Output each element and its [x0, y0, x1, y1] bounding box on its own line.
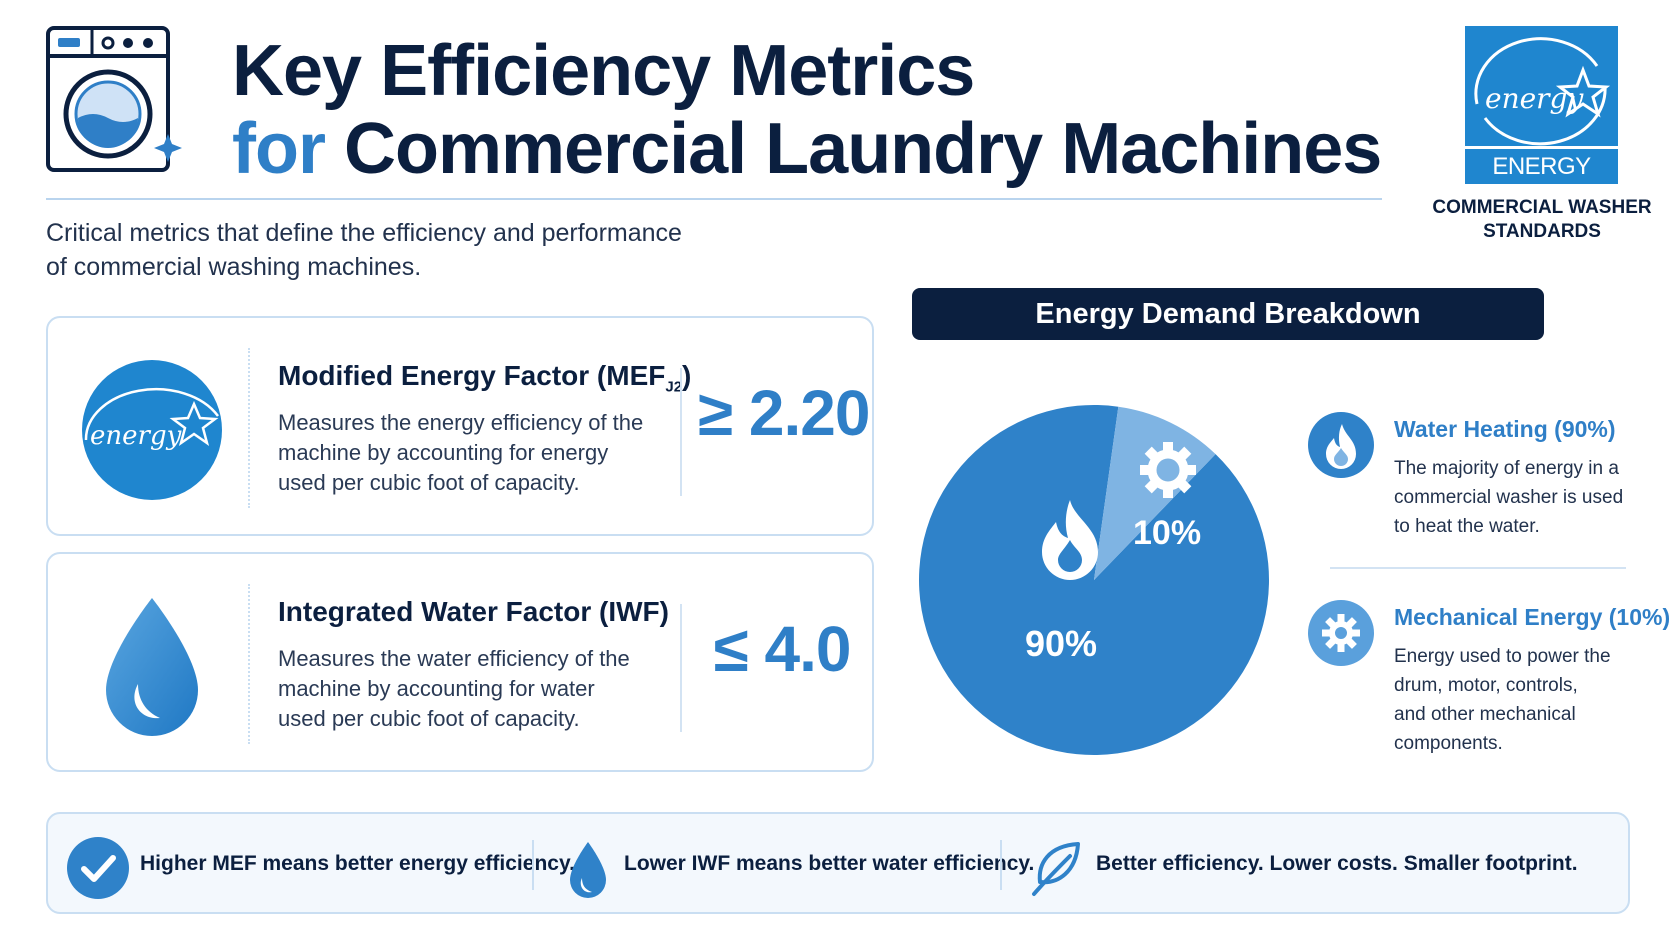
legend-description: The majority of energy in a commercial w… [1394, 454, 1656, 541]
desc-line: used per cubic foot of capacity. [278, 470, 580, 495]
title-line-2-rest: Commercial Laundry Machines [344, 109, 1382, 189]
legend-divider [1330, 567, 1626, 569]
metric-name-close: ) [682, 360, 692, 391]
metric-name-subscript: J2 [665, 378, 683, 396]
legend-title: Water Heating (90%) [1394, 416, 1616, 442]
legend-title: Mechanical Energy (10%) [1394, 604, 1671, 630]
metric-card-mef: energy Modified Energy Factor (MEFJ2) Me… [46, 316, 874, 536]
page-title: Key Efficiency Metrics for Commercial La… [232, 31, 1382, 189]
title-divider [46, 198, 1382, 200]
metric-name: Modified Energy Factor (MEFJ2) [278, 360, 691, 396]
tip-summary: Better efficiency. Lower costs. Smaller … [1096, 852, 1578, 875]
title-line-2: for Commercial Laundry Machines [232, 109, 1382, 189]
tip-water: Lower IWF means better water efficiency. [624, 852, 1035, 875]
energy-star-icon: energy [82, 360, 222, 500]
washing-machine-icon [46, 26, 182, 172]
metric-description: Measures the water efficiency of the mac… [278, 644, 678, 734]
subtitle-line-1: Critical metrics that define the efficie… [46, 219, 682, 247]
desc-line: Measures the water efficiency of the [278, 646, 630, 671]
desc-line: Energy used to power the [1394, 646, 1611, 667]
breakdown-header: Energy Demand Breakdown [912, 288, 1544, 340]
pie-label-mechanical: 10% [1133, 514, 1201, 552]
card-divider [248, 584, 250, 744]
desc-line: and other mechanical [1394, 704, 1576, 725]
desc-line: The majority of energy in a [1394, 458, 1619, 479]
value-divider [680, 368, 682, 496]
page-subtitle: Critical metrics that define the efficie… [46, 216, 746, 284]
desc-line: commercial washer is used [1394, 487, 1624, 508]
checkmark-icon [67, 837, 129, 899]
metric-name-text: Modified Energy Factor (MEF [278, 360, 666, 391]
energy-star-caption: COMMERCIAL WASHER STANDARDS [1420, 196, 1664, 244]
desc-line: drum, motor, controls, [1394, 675, 1578, 696]
tips-bar: Higher MEF means better energy efficienc… [46, 812, 1630, 914]
title-accent-word: for [232, 109, 326, 189]
caption-line-1: COMMERCIAL WASHER [1432, 197, 1652, 218]
desc-line: to heat the water. [1394, 516, 1540, 537]
energy-pie-chart: 90% 10% [919, 405, 1269, 755]
leaf-icon [1032, 842, 1080, 896]
desc-line: machine by accounting for energy [278, 440, 609, 465]
tip-divider [1000, 840, 1002, 890]
title-line-1: Key Efficiency Metrics [232, 31, 975, 111]
value-divider [680, 604, 682, 732]
metric-description: Measures the energy efficiency of the ma… [278, 408, 678, 498]
energy-star-script-icon: energy [1474, 37, 1611, 146]
gear-icon [1308, 600, 1374, 666]
desc-line: components. [1394, 733, 1503, 754]
desc-line: machine by accounting for water [278, 676, 595, 701]
gear-icon [1140, 442, 1196, 498]
metric-value: ≤ 4.0 [713, 613, 852, 685]
metric-card-iwf: Integrated Water Factor (IWF) Measures t… [46, 552, 874, 772]
water-drop-icon [106, 598, 198, 736]
tip-energy: Higher MEF means better energy efficienc… [140, 852, 575, 875]
desc-line: used per cubic foot of capacity. [278, 706, 580, 731]
energy-star-logo: energy ENERGY STAR [1465, 26, 1618, 216]
pie-label-water-heating: 90% [1025, 623, 1097, 664]
subtitle-line-2: of commercial washing machines. [46, 253, 422, 281]
svg-text:energy: energy [90, 421, 182, 451]
water-drop-icon [570, 842, 606, 898]
desc-line: Measures the energy efficiency of the [278, 410, 644, 435]
card-divider [248, 348, 250, 508]
flame-icon [1308, 412, 1374, 478]
metric-value: ≥ 2.20 [698, 377, 870, 449]
energy-star-label: ENERGY STAR [1465, 146, 1618, 216]
metric-name: Integrated Water Factor (IWF) [278, 596, 669, 627]
legend-description: Energy used to power the drum, motor, co… [1394, 642, 1656, 758]
flame-icon [1042, 500, 1098, 580]
caption-line-2: STANDARDS [1483, 221, 1601, 242]
tip-divider [532, 840, 534, 890]
